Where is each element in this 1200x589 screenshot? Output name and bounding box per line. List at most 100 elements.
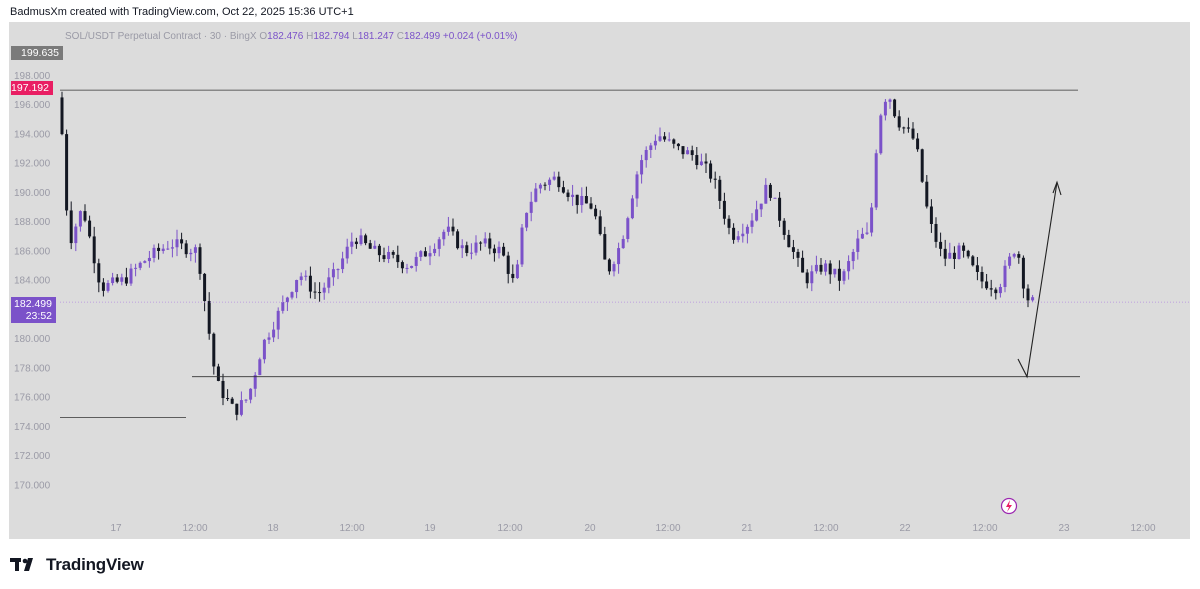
y-tick-label: 174.000 <box>14 422 51 433</box>
x-tick-label: 19 <box>424 523 436 534</box>
candle-body <box>589 203 593 209</box>
candle-body <box>745 226 749 234</box>
candle-body <box>787 234 791 248</box>
candle-body <box>327 277 331 288</box>
candle-body <box>575 194 579 206</box>
last-price-badge: 182.499 23:52 <box>11 297 56 323</box>
candle-body <box>796 251 800 258</box>
candle-body <box>810 271 814 284</box>
candle-body <box>313 291 317 293</box>
candle-body <box>492 248 496 254</box>
legend-close-label: C <box>396 31 404 42</box>
candle-body <box>377 245 381 256</box>
lightning-bolt-icon <box>1006 500 1012 512</box>
candle-body <box>65 134 69 211</box>
x-tick-label: 12:00 <box>1130 523 1155 534</box>
candle-body <box>428 253 432 257</box>
candle-body <box>791 247 795 252</box>
candle-body <box>860 233 864 239</box>
candle-body <box>893 99 897 117</box>
last-price-value: 182.499 <box>14 298 52 310</box>
legend-high-label: H <box>306 31 314 42</box>
candle-body <box>929 206 933 224</box>
candle-body <box>626 218 630 239</box>
candle-body <box>465 245 469 253</box>
candle-body <box>299 276 303 281</box>
candle-body <box>203 273 207 302</box>
y-tick-label: 180.000 <box>14 334 51 345</box>
candle-body <box>709 163 713 179</box>
y-tick-label: 194.000 <box>14 129 51 140</box>
brand-name: TradingView <box>46 555 144 574</box>
candle-body <box>663 136 667 140</box>
candle-body <box>741 233 745 237</box>
candle-body <box>571 194 575 197</box>
candle-body <box>382 255 386 260</box>
candle-body <box>134 267 138 269</box>
x-tick-label: 23 <box>1058 523 1070 534</box>
candle-body <box>124 277 128 284</box>
candle-body <box>906 127 910 129</box>
candle-body <box>649 145 653 150</box>
candle-body <box>612 264 616 272</box>
candle-body <box>249 388 253 400</box>
candle-body <box>975 265 979 272</box>
candle-body <box>736 236 740 240</box>
candle-body <box>566 192 570 197</box>
candle-body <box>621 238 625 249</box>
candle-body <box>207 301 211 334</box>
candle-body <box>1021 257 1025 289</box>
x-tick-label: 18 <box>267 523 279 534</box>
y-tick-label: 186.000 <box>14 246 51 257</box>
candle-body <box>989 288 993 290</box>
candle-body <box>267 337 271 340</box>
candle-body <box>331 269 335 278</box>
x-tick-label: 12:00 <box>655 523 680 534</box>
y-tick-label: 196.000 <box>14 100 51 111</box>
candle-body <box>552 176 556 180</box>
candle-body <box>511 273 515 279</box>
x-tick-label: 12:00 <box>972 523 997 534</box>
candle-body <box>667 139 671 141</box>
candle-body <box>92 236 96 264</box>
y-tick-label: 184.000 <box>14 276 51 287</box>
candle-body <box>410 265 414 268</box>
candle-body <box>525 212 529 228</box>
candle-body <box>1017 254 1021 258</box>
candle-body <box>911 128 915 139</box>
candle-body <box>732 227 736 240</box>
candle-body <box>847 261 851 272</box>
candle-body <box>193 247 197 253</box>
candle-body <box>888 99 892 102</box>
candle-body <box>952 252 956 259</box>
candle-body <box>446 226 450 232</box>
candle-body <box>391 251 395 255</box>
chart-legend: SOL/USDT Perpetual Contract · 30 · BingX… <box>65 31 517 42</box>
y-tick-label: 170.000 <box>14 480 51 491</box>
candle-body <box>966 250 970 257</box>
y-tick-label: 172.000 <box>14 451 51 462</box>
candle-body <box>368 243 372 249</box>
candle-body <box>451 226 455 232</box>
candle-body <box>755 209 759 221</box>
legend-high: 182.794 <box>313 31 350 42</box>
candle-body <box>658 136 662 141</box>
candle-body <box>727 218 731 228</box>
candle-body <box>437 239 441 249</box>
candle-body <box>883 101 887 116</box>
y-tick-label: 192.000 <box>14 159 51 170</box>
x-tick-label: 12:00 <box>497 523 522 534</box>
candle-body <box>943 248 947 259</box>
candle-body <box>1012 254 1016 257</box>
candle-body <box>170 247 174 249</box>
candle-body <box>258 359 262 376</box>
candle-body <box>414 256 418 266</box>
candle-body <box>69 210 73 244</box>
candle-body <box>538 184 542 189</box>
x-tick-label: 12:00 <box>813 523 838 534</box>
candle-body <box>138 262 142 268</box>
candle-body <box>617 248 621 265</box>
candle-body <box>111 277 115 284</box>
candle-body <box>897 116 901 128</box>
